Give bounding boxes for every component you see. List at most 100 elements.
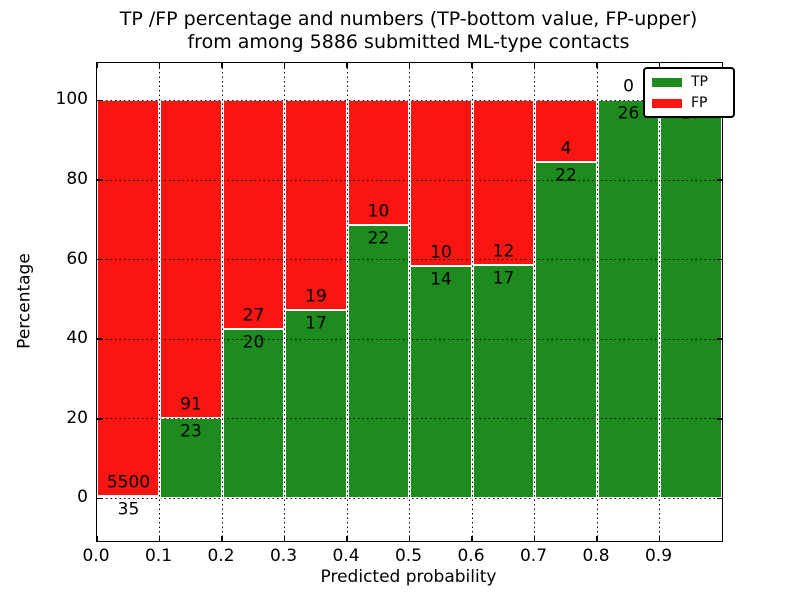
x-tick-mark: [158, 63, 161, 68]
x-tick-mark: [283, 63, 286, 68]
x-tick-label: 0.6: [457, 546, 485, 566]
fp-count-label: 27: [242, 305, 265, 326]
plot-area: TP FP 35 5500 23 91 20 27 17 19 22 10 14 10 17 12 22 4 26…: [96, 62, 735, 542]
x-tick-mark: [533, 63, 536, 68]
v-gridline: [408, 63, 411, 541]
x-tick-mark: [658, 63, 661, 68]
y-tick-mark: [97, 338, 102, 340]
tp-bar-segment: [597, 100, 660, 499]
fp-count-label: 4: [560, 138, 572, 158]
tp-count-label: 20: [242, 332, 265, 353]
tp-count-label: 14: [430, 269, 452, 290]
tp-bar-segment: [472, 265, 535, 499]
x-tick-label: 0.2: [207, 546, 235, 566]
y-axis-label: Percentage: [14, 253, 35, 349]
x-tick-label: 0.4: [332, 546, 360, 566]
fp-swatch-icon: [652, 98, 682, 108]
tp-count-label: 17: [492, 268, 515, 289]
tp-swatch-icon: [652, 77, 682, 87]
chart-title: TP /FP percentage and numbers (TP-bottom…: [96, 8, 721, 54]
fp-bar-segment: [472, 100, 535, 266]
tp-count-label: 23: [180, 421, 202, 442]
fp-count-label: 10: [430, 242, 452, 263]
x-tick-label: 0.0: [82, 546, 110, 566]
x-tick-label: 0.1: [144, 546, 173, 566]
y-tick-label: 20: [66, 407, 88, 428]
x-tick-label: 0.7: [519, 546, 548, 566]
y-tick-label: 60: [66, 248, 88, 269]
chart-title-line2: from among 5886 submitted ML-type contac…: [187, 31, 630, 53]
v-gridline: [658, 63, 661, 541]
y-tick-mark: [717, 418, 722, 420]
v-gridline: [595, 63, 599, 541]
y-tick-mark: [717, 179, 722, 181]
tp-count-label: 26: [617, 103, 640, 124]
y-tick-label: 100: [55, 89, 88, 110]
tp-count-label: 35: [117, 499, 140, 520]
legend-item-tp: TP: [652, 74, 726, 90]
x-tick-mark: [471, 63, 473, 68]
v-gridline: [533, 63, 536, 541]
x-tick-label: 0.8: [582, 546, 610, 566]
tp-count-label: 22: [555, 165, 577, 186]
tp-bar-segment: [222, 329, 285, 499]
x-tick-mark: [283, 536, 286, 541]
v-gridline: [283, 63, 286, 541]
tp-bar-segment: [534, 161, 597, 499]
fp-count-label: 0: [623, 76, 634, 97]
fp-count-label: 12: [492, 241, 515, 262]
v-gridline: [158, 63, 161, 541]
x-tick-mark: [596, 63, 598, 68]
fp-count-label: 19: [305, 286, 327, 307]
y-tick-mark: [97, 179, 102, 181]
x-tick-label: 0.9: [644, 546, 673, 566]
x-tick-mark: [221, 63, 223, 68]
x-tick-mark: [471, 536, 473, 541]
tp-count-label: 22: [367, 228, 390, 249]
x-tick-mark: [408, 536, 411, 541]
v-gridline: [470, 63, 474, 541]
y-tick-mark: [97, 258, 102, 261]
x-tick-mark: [96, 63, 98, 68]
legend: TP FP: [643, 67, 735, 118]
y-tick-label: 40: [66, 328, 88, 349]
x-tick-label: 0.3: [269, 546, 298, 566]
y-tick-label: 0: [77, 487, 88, 508]
x-tick-mark: [408, 63, 411, 68]
y-tick-mark: [717, 497, 722, 500]
y-tick-mark: [717, 338, 722, 340]
legend-item-label: FP: [691, 95, 708, 111]
v-gridline: [345, 63, 349, 541]
x-axis-label: Predicted probability: [320, 567, 497, 587]
x-tick-mark: [221, 536, 223, 541]
y-tick-mark: [97, 99, 102, 102]
tp-count-label: 17: [305, 313, 327, 334]
fp-count-label: 5500: [106, 472, 151, 493]
legend-item-label: TP: [691, 74, 708, 90]
y-tick-mark: [717, 258, 722, 261]
x-tick-mark: [158, 536, 161, 541]
v-gridline: [220, 63, 224, 541]
fp-count-label: 91: [180, 394, 202, 415]
fp-bar-segment: [409, 100, 472, 267]
legend-item-fp: FP: [652, 95, 726, 111]
y-tick-mark: [97, 418, 102, 420]
x-tick-mark: [96, 536, 98, 541]
x-tick-mark: [533, 536, 536, 541]
x-tick-mark: [346, 63, 348, 68]
x-tick-label: 0.5: [394, 546, 423, 566]
y-tick-label: 80: [66, 169, 88, 189]
x-tick-mark: [346, 536, 348, 541]
fp-bar-segment: [284, 100, 347, 311]
tp-bar-segment: [409, 266, 472, 499]
y-tick-mark: [97, 497, 102, 500]
fp-count-label: 10: [367, 201, 390, 222]
fp-bar-segment: [222, 100, 285, 330]
tp-bar-segment: [659, 100, 722, 499]
tp-bar-segment: [347, 224, 410, 499]
fp-bar-segment: [97, 100, 160, 496]
x-tick-mark: [596, 536, 598, 541]
chart-title-line1: TP /FP percentage and numbers (TP-bottom…: [119, 8, 698, 30]
x-tick-mark: [658, 536, 661, 541]
